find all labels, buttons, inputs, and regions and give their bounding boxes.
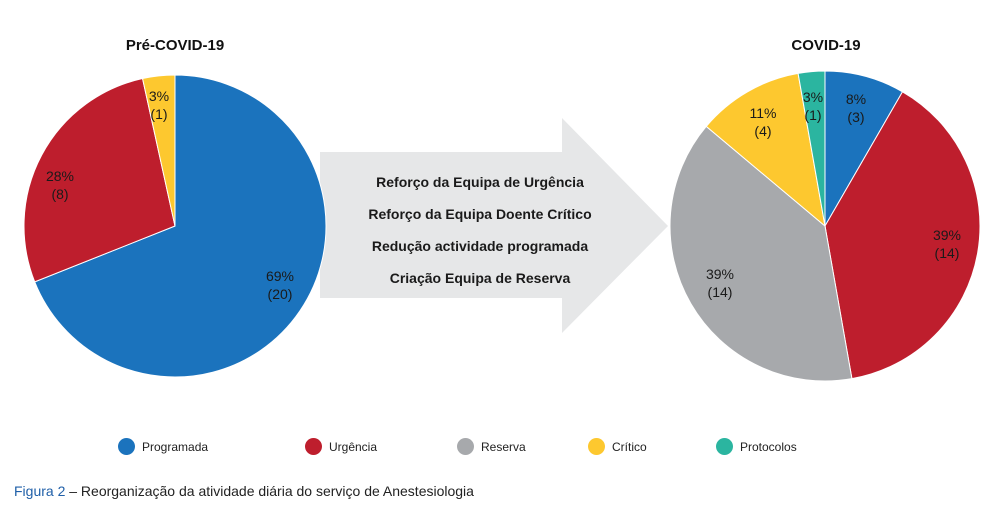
pie-pre-covid <box>23 74 327 378</box>
arrow-text-1: Reforço da Equipa de Urgência <box>376 174 584 190</box>
data-label-covid-critico: 11% (4) <box>749 105 777 139</box>
arrow-text-3: Redução actividade programada <box>371 238 589 254</box>
legend-label: Protocolos <box>740 439 797 454</box>
legend-swatch <box>118 438 135 455</box>
data-label-covid-reserva: 39% (14) <box>705 266 735 300</box>
pie-slice-crítico <box>705 72 826 228</box>
legend-swatch <box>457 438 474 455</box>
legend-label: Reserva <box>481 439 526 454</box>
caption-text: – Reorganização da atividade diária do s… <box>65 483 474 499</box>
legend-item-protocolos: Protocolos <box>716 438 797 455</box>
figure-caption: Figura 2 – Reorganização da atividade di… <box>14 483 474 499</box>
legend-swatch <box>588 438 605 455</box>
legend-label: Urgência <box>329 439 378 454</box>
legend-item-programada: Programada <box>118 438 208 455</box>
pie-slice-programada <box>34 74 327 378</box>
data-label-pre-urgencia: 28% (8) <box>45 168 75 202</box>
pie-title-pre-covid: Pré-COVID-19 <box>125 37 225 54</box>
transition-arrow <box>320 118 668 333</box>
pie-covid <box>669 70 981 382</box>
legend-label: Programada <box>142 439 209 454</box>
pie-slice-protocolos <box>797 70 826 227</box>
legend-item-urgencia: Urgência <box>305 438 377 455</box>
legend-item-reserva: Reserva <box>457 438 526 455</box>
data-label-covid-urgencia: 39% (14) <box>932 227 962 261</box>
pie-slice-reserva <box>669 125 853 382</box>
legend-label: Crítico <box>612 439 647 454</box>
pie-slice-urgência <box>23 77 176 283</box>
legend-swatch <box>305 438 322 455</box>
legend-swatch <box>716 438 733 455</box>
pie-slice-urgência <box>824 91 981 380</box>
arrow-text-2: Reforço da Equipa Doente Crítico <box>368 206 592 222</box>
figure-number: Figura 2 <box>14 483 66 499</box>
arrow-text-4: Criação Equipa de Reserva <box>389 270 571 286</box>
legend-item-critico: Crítico <box>588 438 647 455</box>
data-label-pre-critico: 3% (1) <box>148 88 170 122</box>
pie-title-covid: COVID-19 <box>791 37 861 54</box>
data-label-pre-programada: 69% (20) <box>265 268 295 302</box>
data-label-covid-protocolos: 3% (1) <box>802 89 824 123</box>
data-label-covid-programada: 8% (3) <box>845 91 867 125</box>
pie-slice-crítico <box>141 74 176 227</box>
